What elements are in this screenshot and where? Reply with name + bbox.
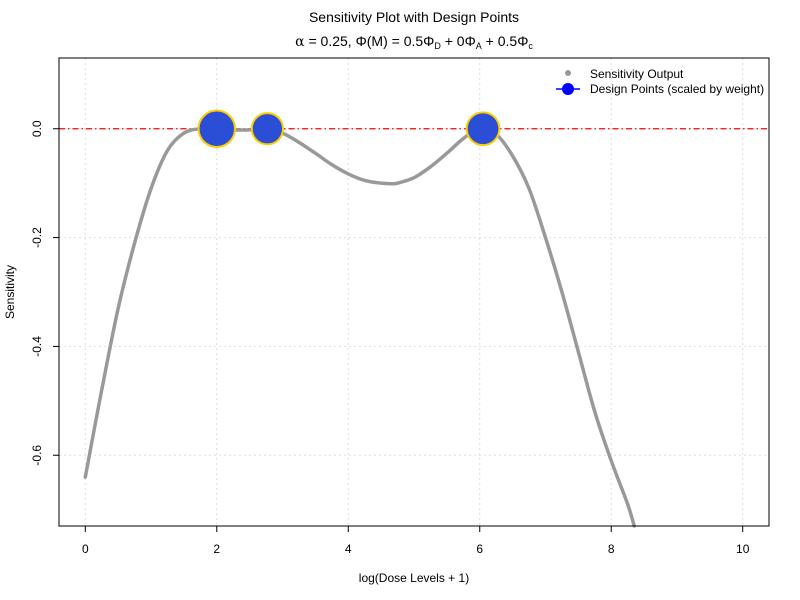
x-tick-label: 10 [736, 542, 750, 556]
x-tick-label: 0 [82, 542, 89, 556]
x-tick-label: 2 [213, 542, 220, 556]
legend-marker-design [562, 83, 574, 95]
x-tick-label: 6 [476, 542, 483, 556]
y-tick-label: -0.6 [30, 445, 44, 466]
x-tick-label: 4 [345, 542, 352, 556]
legend-marker-sensitivity [565, 70, 571, 76]
x-tick-label: 8 [608, 542, 615, 556]
chart-subtitle: α = 0.25, Φ(M) = 0.5ΦD + 0ΦA + 0.5Φc [295, 33, 533, 51]
legend-label-sensitivity: Sensitivity Output [590, 67, 684, 81]
y-tick-label: -0.2 [30, 227, 44, 248]
y-axis-label: Sensitivity [3, 265, 17, 319]
legend-label-design: Design Points (scaled by weight) [590, 82, 764, 96]
series-layer [83, 126, 636, 528]
design-point [465, 111, 501, 147]
sensitivity-curve [83, 126, 636, 528]
design-point [197, 109, 236, 148]
legend: Sensitivity Output Design Points (scaled… [556, 67, 764, 96]
x-axis: 0 2 4 6 8 10 [82, 525, 750, 556]
x-axis-label: log(Dose Levels + 1) [359, 571, 469, 585]
y-axis: -0.6 -0.4 -0.2 0.0 [30, 120, 59, 466]
y-tick-label: -0.4 [30, 336, 44, 357]
design-points-layer [197, 109, 501, 148]
y-tick-label: 0.0 [30, 120, 44, 137]
chart-title: Sensitivity Plot with Design Points [309, 9, 519, 25]
design-point [250, 112, 284, 146]
